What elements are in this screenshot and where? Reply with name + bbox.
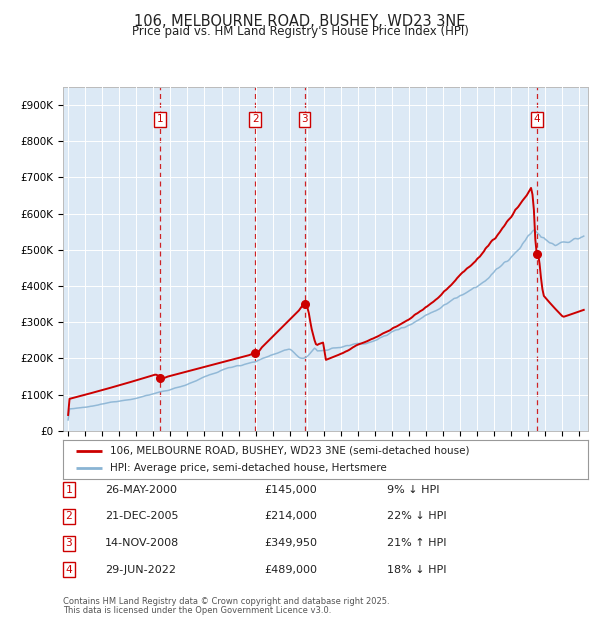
Text: £214,000: £214,000 [264, 512, 317, 521]
Text: 106, MELBOURNE ROAD, BUSHEY, WD23 3NE (semi-detached house): 106, MELBOURNE ROAD, BUSHEY, WD23 3NE (s… [110, 446, 470, 456]
Text: 4: 4 [65, 565, 73, 575]
Text: 22% ↓ HPI: 22% ↓ HPI [387, 512, 446, 521]
Text: 1: 1 [65, 485, 73, 495]
Text: 9% ↓ HPI: 9% ↓ HPI [387, 485, 439, 495]
Text: This data is licensed under the Open Government Licence v3.0.: This data is licensed under the Open Gov… [63, 606, 331, 615]
Text: £349,950: £349,950 [264, 538, 317, 548]
Text: 3: 3 [65, 538, 73, 548]
Text: Contains HM Land Registry data © Crown copyright and database right 2025.: Contains HM Land Registry data © Crown c… [63, 597, 389, 606]
Text: 106, MELBOURNE ROAD, BUSHEY, WD23 3NE: 106, MELBOURNE ROAD, BUSHEY, WD23 3NE [134, 14, 466, 29]
Text: 21-DEC-2005: 21-DEC-2005 [105, 512, 179, 521]
Text: 3: 3 [301, 115, 308, 125]
Text: £145,000: £145,000 [264, 485, 317, 495]
Text: 2: 2 [65, 512, 73, 521]
Text: 1: 1 [157, 115, 163, 125]
Text: Price paid vs. HM Land Registry's House Price Index (HPI): Price paid vs. HM Land Registry's House … [131, 25, 469, 38]
Text: 2: 2 [252, 115, 259, 125]
Text: £489,000: £489,000 [264, 565, 317, 575]
Text: 4: 4 [533, 115, 540, 125]
Text: 29-JUN-2022: 29-JUN-2022 [105, 565, 176, 575]
Text: 26-MAY-2000: 26-MAY-2000 [105, 485, 177, 495]
Text: HPI: Average price, semi-detached house, Hertsmere: HPI: Average price, semi-detached house,… [110, 463, 387, 473]
Text: 14-NOV-2008: 14-NOV-2008 [105, 538, 179, 548]
Text: 18% ↓ HPI: 18% ↓ HPI [387, 565, 446, 575]
Text: 21% ↑ HPI: 21% ↑ HPI [387, 538, 446, 548]
